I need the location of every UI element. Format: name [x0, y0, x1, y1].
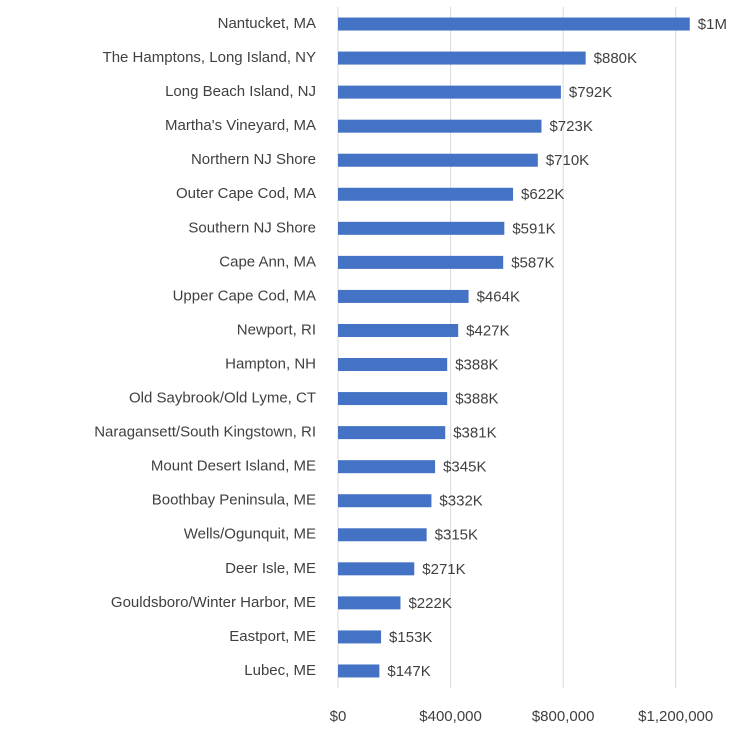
data-label: $332K	[439, 493, 482, 510]
y-tick-label: Boothbay Peninsula, ME	[152, 492, 316, 509]
y-tick-label: Wells/Ogunquit, ME	[184, 526, 316, 543]
data-label: $587K	[511, 254, 554, 271]
data-label: $723K	[549, 118, 592, 135]
bar	[338, 51, 586, 65]
x-tick-label: $400,000	[419, 708, 482, 725]
data-label: $1M	[698, 16, 727, 33]
bar	[338, 85, 561, 99]
y-tick-label: Deer Isle, ME	[225, 560, 316, 577]
data-label: $427K	[466, 322, 509, 339]
bar	[338, 494, 432, 508]
y-tick-label: Hampton, NH	[225, 355, 316, 372]
data-label: $622K	[521, 186, 564, 203]
data-label: $147K	[387, 663, 430, 680]
bar	[338, 221, 505, 235]
bar	[338, 255, 504, 269]
bar	[338, 323, 459, 337]
x-tick-label: $0	[330, 708, 347, 725]
data-label: $792K	[569, 84, 612, 101]
data-label: $271K	[422, 561, 465, 578]
x-tick-label: $1,200,000	[638, 708, 713, 725]
y-tick-label: The Hamptons, Long Island, NY	[103, 49, 316, 66]
y-tick-label: Old Saybrook/Old Lyme, CT	[129, 390, 316, 407]
bar	[338, 664, 380, 678]
y-tick-label: Mount Desert Island, ME	[151, 458, 316, 475]
data-label: $315K	[435, 527, 478, 544]
y-tick-label: Martha's Vineyard, MA	[165, 117, 316, 134]
bar	[338, 289, 469, 303]
bar	[338, 153, 538, 167]
bar	[338, 528, 427, 542]
bar	[338, 460, 436, 474]
bar	[338, 426, 446, 440]
y-tick-label: Newport, RI	[237, 321, 316, 338]
data-label: $388K	[455, 391, 498, 408]
data-label: $710K	[546, 152, 589, 169]
y-tick-label: Eastport, ME	[229, 628, 316, 645]
y-tick-label: Northern NJ Shore	[191, 151, 316, 168]
y-tick-label: Long Beach Island, NJ	[165, 83, 316, 100]
y-tick-label: Naragansett/South Kingstown, RI	[94, 424, 316, 441]
y-tick-label: Outer Cape Cod, MA	[176, 185, 316, 202]
data-label: $880K	[594, 50, 637, 67]
y-tick-label: Lubec, ME	[244, 662, 316, 679]
bar	[338, 392, 448, 406]
bar	[338, 596, 401, 610]
data-label: $388K	[455, 356, 498, 373]
bar	[338, 17, 690, 31]
bar	[338, 562, 415, 576]
data-label: $464K	[477, 288, 520, 305]
data-label: $153K	[389, 629, 432, 646]
y-tick-label: Gouldsboro/Winter Harbor, ME	[111, 594, 316, 611]
data-label: $222K	[408, 595, 451, 612]
data-label: $381K	[453, 425, 496, 442]
bar	[338, 630, 382, 644]
x-tick-label: $800,000	[532, 708, 595, 725]
y-tick-label: Upper Cape Cod, MA	[173, 287, 316, 304]
y-tick-label: Nantucket, MA	[218, 15, 316, 32]
data-label: $591K	[512, 220, 555, 237]
bar	[338, 187, 514, 201]
bar	[338, 119, 542, 133]
data-label: $345K	[443, 459, 486, 476]
bar	[338, 358, 448, 372]
y-tick-label: Southern NJ Shore	[188, 219, 316, 236]
y-tick-label: Cape Ann, MA	[219, 253, 316, 270]
